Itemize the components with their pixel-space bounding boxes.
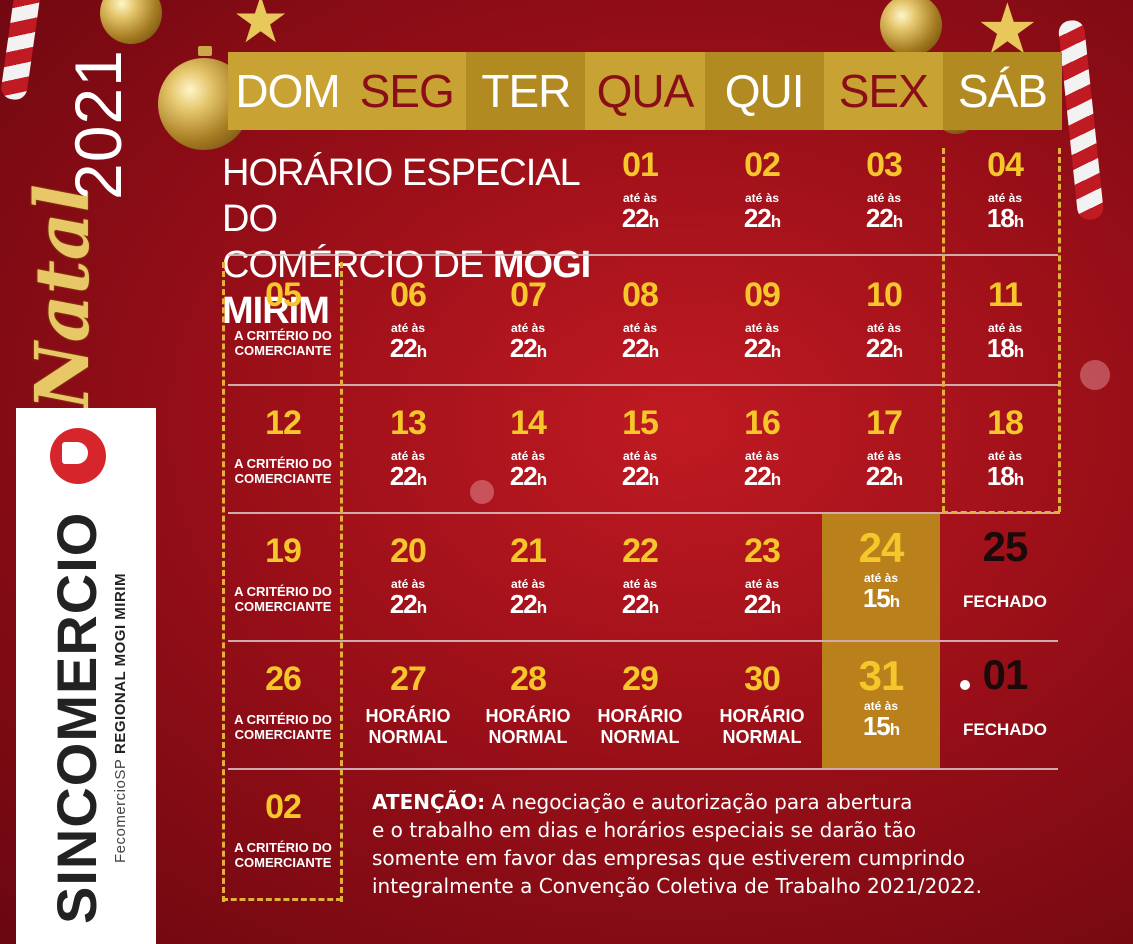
dashed-border xyxy=(222,262,225,902)
weekday-sab: SÁB xyxy=(942,52,1062,130)
day-cell: 19 A CRITÉRIO DO COMERCIANTE xyxy=(234,532,332,614)
weekday-ter: TER xyxy=(466,52,586,130)
logo-name: SINCOMERCIO xyxy=(45,511,108,925)
day-cell-highlight: 31 até às 15h xyxy=(822,642,940,768)
gold-ornament-right xyxy=(880,0,942,56)
day-cell: 26 A CRITÉRIO DO COMERCIANTE xyxy=(234,660,332,742)
day-cell: 18 até às 18h xyxy=(986,404,1024,491)
day-cell: 08 até às 22h xyxy=(621,276,659,363)
day-cell-closed: 25 FECHADO xyxy=(962,523,1048,612)
row-divider xyxy=(228,384,1058,386)
page-title: HORÁRIO ESPECIAL DO COMÉRCIO DE MOGI MIR… xyxy=(222,152,591,332)
ornament-cap xyxy=(198,46,212,56)
day-cell: 04 até às 18h xyxy=(986,146,1024,233)
sincomercio-logo-icon xyxy=(50,428,106,484)
dashed-border xyxy=(340,262,343,902)
natal-script: Natal xyxy=(20,184,106,410)
dashed-border xyxy=(222,898,342,901)
weekday-qui: QUI xyxy=(704,52,824,130)
bokeh-light xyxy=(470,480,494,504)
gold-ornament-top xyxy=(100,0,162,44)
day-cell: 29 HORÁRIO NORMAL xyxy=(597,660,683,747)
day-cell: 10 até às 22h xyxy=(865,276,903,363)
dashed-border xyxy=(942,148,945,512)
day-cell: 05 A CRITÉRIO DO COMERCIANTE xyxy=(234,276,332,358)
weekday-header: DOM SEG TER QUA QUI SEX SÁB xyxy=(228,52,1062,130)
dashed-border xyxy=(1058,148,1061,512)
row-divider xyxy=(228,254,1058,256)
day-cell: 11 até às 18h xyxy=(986,276,1024,363)
day-cell: 02 até às 22h xyxy=(743,146,781,233)
row-divider xyxy=(228,512,1058,514)
day-cell: 15 até às 22h xyxy=(621,404,659,491)
day-cell: 20 até às 22h xyxy=(389,532,427,619)
day-cell: 16 até às 22h xyxy=(743,404,781,491)
day-cell-closed: 01 FECHADO xyxy=(962,651,1048,740)
weekday-seg: SEG xyxy=(359,65,455,117)
day-cell: 02 A CRITÉRIO DO COMERCIANTE xyxy=(234,788,332,870)
day-cell: 21 até às 22h xyxy=(509,532,547,619)
day-cell: 22 até às 22h xyxy=(621,532,659,619)
sincomercio-logo-panel: SINCOMERCIO FecomercioSP REGIONAL MOGI M… xyxy=(16,408,156,944)
row-divider xyxy=(228,640,1058,642)
row-divider xyxy=(228,768,1058,770)
weekday-sex: SEX xyxy=(838,65,929,117)
dashed-border xyxy=(942,511,1060,514)
year-label: 2021 xyxy=(61,49,135,200)
day-cell: 27 HORÁRIO NORMAL xyxy=(365,660,451,747)
day-cell: 17 até às 22h xyxy=(865,404,903,491)
attention-note: ATENÇÃO: A negociação e autorização para… xyxy=(372,790,982,898)
day-cell: 28 HORÁRIO NORMAL xyxy=(485,660,571,747)
bokeh-light xyxy=(1080,360,1110,390)
star-icon: ★ xyxy=(232,0,290,56)
weekday-qua: QUA xyxy=(596,65,695,117)
day-cell: 30 HORÁRIO NORMAL xyxy=(719,660,805,747)
logo-subtitle: FecomercioSP REGIONAL MOGI MIRIM xyxy=(112,573,129,863)
day-cell-highlight: 24 até às 15h xyxy=(822,514,940,640)
day-cell: 12 A CRITÉRIO DO COMERCIANTE xyxy=(234,404,332,486)
day-cell: 13 até às 22h xyxy=(389,404,427,491)
candy-ribbon xyxy=(0,0,43,102)
bokeh-light xyxy=(960,680,970,690)
weekday-dom: DOM xyxy=(235,65,340,117)
day-cell: 01 até às 22h xyxy=(621,146,659,233)
day-cell: 07 até às 22h xyxy=(509,276,547,363)
day-cell: 06 até às 22h xyxy=(389,276,427,363)
candy-ribbon xyxy=(1057,19,1105,221)
day-cell: 23 até às 22h xyxy=(743,532,781,619)
day-cell: 03 até às 22h xyxy=(865,146,903,233)
day-cell: 14 até às 22h xyxy=(509,404,547,491)
day-cell: 09 até às 22h xyxy=(743,276,781,363)
